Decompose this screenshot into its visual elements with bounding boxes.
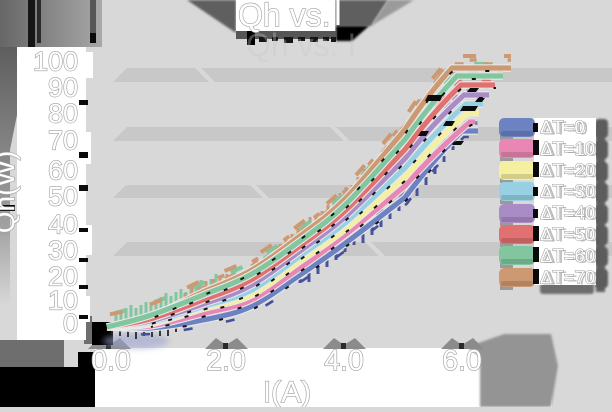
svg-text:Qh vs.: Qh vs. (238, 0, 330, 33)
svg-text:100: 100 (33, 47, 78, 77)
svg-text:Qh vs. I: Qh vs. I (246, 27, 356, 63)
svg-text:ΔT=60: ΔT=60 (543, 246, 598, 267)
svg-text:20: 20 (48, 262, 78, 292)
svg-text:6.0: 6.0 (442, 345, 482, 377)
svg-text:ΔT=40: ΔT=40 (540, 202, 595, 223)
svg-text:90: 90 (48, 73, 78, 103)
svg-text:ΔT=10: ΔT=10 (543, 139, 598, 160)
svg-text:0.0: 0.0 (91, 345, 131, 377)
svg-text:ΔT=50: ΔT=50 (543, 225, 598, 246)
svg-text:Qh(W): Qh(W) (0, 151, 20, 233)
svg-text:ΔT=50: ΔT=50 (540, 224, 595, 245)
svg-text:40: 40 (48, 210, 78, 240)
svg-text:ΔT=10: ΔT=10 (540, 138, 595, 159)
svg-text:I(A): I(A) (263, 376, 311, 407)
svg-text:0: 0 (63, 309, 78, 339)
svg-text:ΔT=30: ΔT=30 (543, 182, 598, 203)
svg-text:ΔT=30: ΔT=30 (540, 181, 595, 202)
svg-text:60: 60 (48, 156, 78, 186)
svg-text:50: 50 (48, 182, 78, 212)
svg-text:ΔT=70: ΔT=70 (543, 267, 598, 288)
svg-text:ΔT=70: ΔT=70 (540, 266, 595, 287)
svg-text:2.0: 2.0 (206, 345, 246, 377)
svg-text:10: 10 (48, 286, 78, 316)
svg-text:70: 70 (48, 126, 78, 156)
svg-text:80: 80 (48, 99, 78, 129)
svg-text:ΔT=20: ΔT=20 (543, 160, 598, 181)
svg-text:ΔT=40: ΔT=40 (543, 203, 598, 224)
svg-text:ΔT=0: ΔT=0 (540, 117, 585, 138)
svg-text:ΔT=60: ΔT=60 (540, 245, 595, 266)
svg-text:4.0: 4.0 (324, 345, 364, 377)
svg-text:30: 30 (48, 236, 78, 266)
svg-text:ΔT=0: ΔT=0 (543, 118, 588, 139)
svg-text:ΔT=20: ΔT=20 (540, 159, 595, 180)
